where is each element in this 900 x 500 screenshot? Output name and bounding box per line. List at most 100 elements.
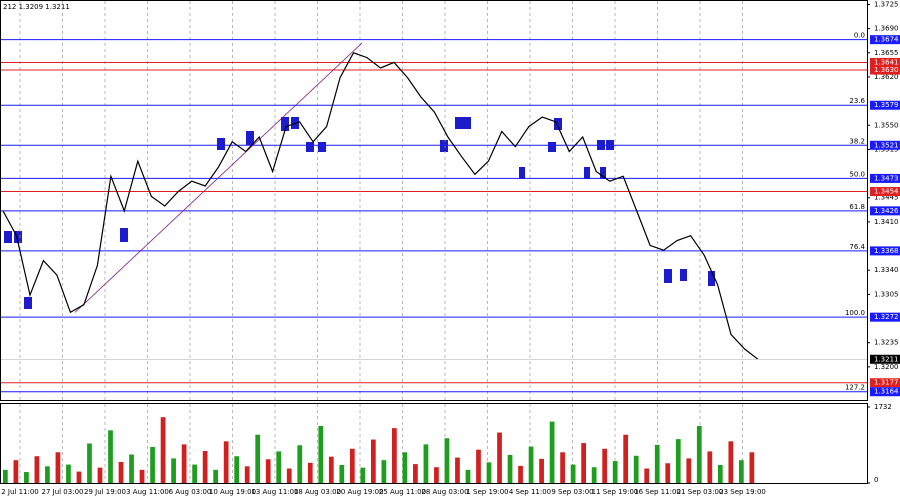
volume-bar <box>570 464 576 483</box>
volume-bar <box>318 425 324 483</box>
level-label: 1.3368 <box>874 247 899 255</box>
volume-bar <box>444 438 450 483</box>
x-tick-label: 27 Jul 03:00 <box>42 488 84 496</box>
volume-bar <box>633 455 639 483</box>
level-label-box <box>870 187 900 197</box>
x-tick-label: 3 Aug 11:00 <box>126 488 169 496</box>
volume-bar <box>139 469 145 483</box>
level-label-box <box>870 173 900 183</box>
level-label-box <box>870 140 900 150</box>
level-label-box <box>870 206 900 216</box>
volume-bar <box>265 459 271 483</box>
y-tick-label: 1.3655 <box>874 49 899 57</box>
volume-bar <box>665 463 671 483</box>
level-label-box <box>870 100 900 110</box>
y-tick-label: 1.3235 <box>874 339 899 347</box>
volume-bar <box>13 460 19 483</box>
x-tick-label: 2 Jul 11:00 <box>1 488 39 496</box>
volume-bar <box>465 469 471 483</box>
level-label: 1.3454 <box>874 188 899 196</box>
volume-bar <box>612 461 618 483</box>
volume-bar <box>749 452 755 483</box>
fib-label: 61.8 <box>849 203 865 211</box>
x-tick-label: 23 Sep 19:00 <box>719 488 766 496</box>
x-tick-label: 21 Sep 03:00 <box>677 488 724 496</box>
volume-bar <box>244 466 250 483</box>
level-label: 1.3521 <box>874 141 899 149</box>
volume-bar <box>370 439 376 483</box>
volume-bar <box>45 466 50 483</box>
volume-bar <box>476 449 481 483</box>
x-tick-label: 28 Aug 03:00 <box>421 488 468 496</box>
volume-bar <box>602 448 608 483</box>
x-tick-label: 16 Sep 11:00 <box>634 488 681 496</box>
current-price-box <box>870 354 900 364</box>
volume-bar <box>728 441 734 483</box>
volume-bar <box>381 460 387 483</box>
level-label: 1.3473 <box>874 174 899 182</box>
level-label: 1.3579 <box>874 101 899 109</box>
volume-bar <box>738 460 744 483</box>
volume-bar <box>644 468 650 483</box>
volume-bar <box>507 454 513 483</box>
volume-bar <box>349 448 355 483</box>
y-tick-label: 1.3340 <box>874 266 899 274</box>
volume-bar <box>160 417 166 483</box>
volume-bar <box>696 425 702 483</box>
volume-bar <box>339 465 345 483</box>
level-label: 1.3630 <box>874 66 899 74</box>
volume-bar <box>423 444 429 483</box>
volume-bar <box>623 434 629 483</box>
volume-bar <box>486 462 492 483</box>
current-price-label: 1.3211 <box>874 355 899 363</box>
volume-bar <box>675 439 681 483</box>
volume-bar <box>3 469 8 483</box>
volume-bar <box>297 445 303 483</box>
y-tick-label: 1.3410 <box>874 218 899 226</box>
level-label-box <box>870 378 900 388</box>
x-tick-label: 10 Aug 19:00 <box>209 488 256 496</box>
level-label-box <box>870 35 900 45</box>
volume-bar <box>129 454 134 483</box>
level-label: 1.3426 <box>874 207 899 215</box>
volume-bar <box>150 447 155 483</box>
volume-bar <box>654 444 660 483</box>
x-tick-label: 4 Sep 11:00 <box>509 488 551 496</box>
volume-bar <box>255 434 261 483</box>
fib-label: 0.0 <box>854 32 865 40</box>
volume-bar <box>171 458 176 483</box>
fib-label: 50.0 <box>849 170 865 178</box>
level-label-box <box>870 246 900 256</box>
x-tick-label: 13 Aug 11:00 <box>251 488 298 496</box>
volume-bar <box>55 452 61 483</box>
volume-bar <box>76 471 82 483</box>
volume-tick-label: 1732 <box>874 403 892 411</box>
fib-label: 100.0 <box>845 309 865 317</box>
level-label: 1.3164 <box>874 388 899 396</box>
price-line <box>2 52 759 360</box>
volume-bar <box>434 467 439 483</box>
x-tick-label: 6 Aug 03:00 <box>169 488 212 496</box>
header-prices: 212 1.3209 1.3211 <box>3 3 70 11</box>
volume-bar <box>192 464 197 483</box>
volume-bar <box>181 444 187 483</box>
volume-bar <box>276 451 282 483</box>
volume-frame <box>0 403 868 484</box>
x-tick-label: 25 Aug 11:00 <box>379 488 426 496</box>
y-tick-label: 1.3200 <box>874 363 899 371</box>
volume-bar <box>581 443 586 483</box>
y-tick-label: 1.3445 <box>874 194 899 202</box>
price-frame <box>0 0 868 401</box>
y-tick-label: 1.3305 <box>874 290 899 298</box>
volume-bar <box>97 467 103 483</box>
y-tick-label: 1.3620 <box>874 73 899 81</box>
volume-bar <box>518 465 523 483</box>
y-tick-label: 1.3725 <box>874 0 899 8</box>
x-tick-label: 20 Aug 19:00 <box>336 488 383 496</box>
volume-bar <box>528 446 534 483</box>
fractal-markers <box>4 117 715 309</box>
volume-bar <box>118 461 124 483</box>
volume-bar <box>717 465 723 483</box>
volume-bar <box>213 469 219 483</box>
level-label-box <box>870 57 900 67</box>
